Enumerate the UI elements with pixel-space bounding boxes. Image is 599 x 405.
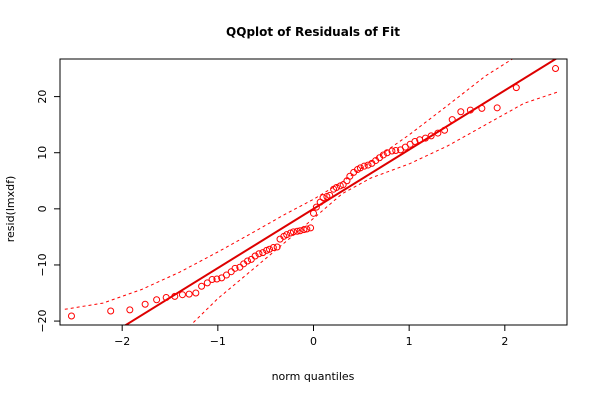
data-point <box>213 275 221 283</box>
data-point <box>364 161 372 169</box>
data-point <box>289 228 297 236</box>
data-point <box>448 116 456 124</box>
plot-area <box>64 59 560 325</box>
chart-title: QQplot of Residuals of Fit <box>226 25 400 39</box>
y-tick-label: −20 <box>36 309 49 332</box>
data-point <box>153 296 161 304</box>
y-tick-label: 0 <box>36 205 49 212</box>
data-point <box>411 137 419 145</box>
data-point <box>356 164 364 172</box>
data-point <box>251 252 259 260</box>
data-point <box>222 271 230 279</box>
data-point <box>379 151 387 159</box>
data-point <box>421 134 429 142</box>
y-tick-label: −10 <box>36 253 49 276</box>
x-tick-label: −1 <box>210 335 226 348</box>
data-point <box>310 209 317 217</box>
x-tick-label: 2 <box>501 335 508 348</box>
data-point <box>273 243 281 251</box>
data-point <box>303 225 311 233</box>
data-point <box>296 227 304 235</box>
data-point <box>360 162 368 170</box>
x-tick-label: −2 <box>114 335 130 348</box>
data-point <box>231 264 239 272</box>
upper-confidence-envelope <box>64 59 514 310</box>
data-point <box>203 279 211 287</box>
data-point <box>388 147 396 155</box>
data-point <box>67 312 75 320</box>
y-tick-label: 20 <box>36 90 49 104</box>
data-point <box>126 306 134 314</box>
data-point <box>478 104 486 112</box>
y-tick-label: 10 <box>36 146 49 160</box>
x-tick-label: 0 <box>310 335 317 348</box>
data-point <box>255 250 263 258</box>
data-point <box>434 129 442 137</box>
data-point <box>552 65 560 73</box>
data-point <box>392 146 400 154</box>
data-point <box>247 255 255 263</box>
lower-confidence-envelope <box>190 91 558 325</box>
data-point <box>319 194 327 202</box>
data-point <box>198 282 206 290</box>
data-point <box>339 181 347 189</box>
data-point <box>141 300 149 308</box>
data-point <box>185 290 193 298</box>
data-point <box>259 249 267 257</box>
data-point <box>441 126 449 134</box>
data-point <box>293 227 301 235</box>
data-point <box>227 268 235 276</box>
data-point <box>192 289 200 297</box>
data-point <box>427 132 435 140</box>
data-point <box>332 184 340 192</box>
y-axis-label: resid(lmxdf) <box>4 176 17 243</box>
data-point <box>383 149 391 157</box>
data-point <box>269 244 277 252</box>
x-axis-label: norm quantiles <box>272 370 355 383</box>
data-point <box>178 291 186 299</box>
data-point <box>457 108 465 116</box>
data-point <box>512 84 520 92</box>
data-point <box>307 224 315 232</box>
data-point <box>107 307 115 315</box>
data-point <box>493 104 501 112</box>
data-point <box>283 231 291 239</box>
data-point <box>346 172 354 180</box>
data-point <box>265 245 273 253</box>
data-point <box>300 226 308 234</box>
x-tick-label: 1 <box>406 335 413 348</box>
data-point <box>466 106 474 114</box>
data-point <box>312 203 320 211</box>
data-point <box>243 257 251 265</box>
data-point <box>326 191 334 199</box>
data-point <box>208 276 216 284</box>
data-point <box>162 294 170 302</box>
data-point <box>171 292 179 300</box>
plot-marks <box>64 59 560 325</box>
